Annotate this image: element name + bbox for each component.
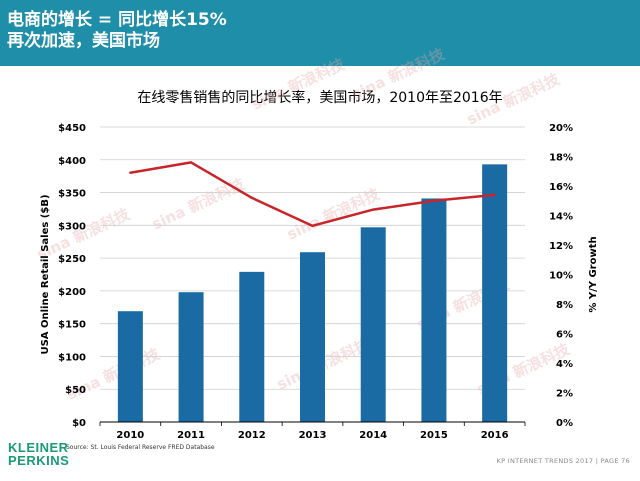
bar-2011 [178, 292, 204, 422]
chart-title: 在线零售销售的同比增长率，美国市场，2010年至2016年 [137, 90, 503, 106]
y-tick-label-4: $200 [58, 287, 86, 298]
y-tick-label-5: $250 [58, 254, 86, 265]
watermark-0: sina 新浪科技 [249, 55, 348, 114]
y-tick-label-3: $150 [58, 320, 86, 331]
axes [99, 421, 526, 426]
bar-2012 [239, 271, 265, 422]
slide-header: 电商的增长 = 同比增长15% 再次加速，美国市场 [0, 0, 640, 66]
slide-title-line2: 再次加速，美国市场 [7, 31, 160, 51]
y-axis-title: USA Online Retail Sales ($B) [40, 194, 51, 354]
y-tick-label-7: $350 [58, 189, 86, 200]
y2-tick-label-6: 12% [549, 241, 573, 252]
y-tick-label-8: $400 [58, 156, 86, 167]
y-tick-label-0: $0 [72, 418, 86, 429]
bar-2014 [360, 227, 386, 422]
y2-tick-label-4: 8% [556, 300, 573, 311]
y2-tick-label-1: 2% [556, 389, 573, 400]
growth-line [129, 161, 496, 228]
growth-point-2014 [372, 208, 375, 211]
bars [117, 164, 508, 422]
y-tick-label-2: $100 [58, 352, 86, 363]
slide-title-line1: 电商的增长 = 同比增长15% [7, 10, 227, 30]
y2-tick-label-7: 14% [549, 212, 573, 223]
source-note: Source: St. Louis Federal Reserve FRED D… [66, 444, 215, 451]
y2-tick-label-0: 0% [556, 418, 573, 429]
bar-2015 [421, 198, 447, 422]
growth-point-2013 [311, 224, 314, 228]
y-tick-label-6: $300 [58, 221, 86, 232]
growth-point-2011 [189, 161, 193, 164]
y2-tick-label-5: 10% [549, 271, 573, 282]
x-tick-label-2014: 2014 [359, 430, 387, 441]
y2-tick-label-2: 4% [556, 359, 573, 370]
logo-line1: KLEINER [8, 440, 69, 455]
bar-2016 [482, 164, 508, 422]
watermark-3: sina 新浪科技 [149, 175, 248, 234]
bar-2010 [117, 311, 143, 422]
y2-tick-label-10: 20% [549, 123, 573, 134]
x-tick-label-2015: 2015 [420, 430, 448, 441]
growth-point-2016 [493, 193, 496, 197]
kleiner-perkins-logo: KLEINER PERKINS [8, 441, 69, 467]
growth-point-2015 [432, 199, 436, 202]
growth-point-2010 [129, 171, 132, 174]
y2-axis-title: % Y/Y Growth [588, 236, 599, 312]
logo-line2: PERKINS [8, 453, 70, 468]
watermark-5: sina 新浪科技 [464, 70, 563, 129]
x-tick-label-2013: 2013 [299, 430, 327, 441]
y2-tick-label-3: 6% [556, 330, 573, 341]
x-tick-label-2012: 2012 [238, 430, 266, 441]
watermark-1: sina 新浪科技 [349, 45, 448, 104]
x-tick-label-2011: 2011 [177, 430, 205, 441]
y2-tick-label-9: 18% [549, 153, 573, 164]
growth-point-2012 [250, 196, 253, 199]
page-footer: KP INTERNET TRENDS 2017 | PAGE 76 [496, 457, 630, 465]
y-tick-label-1: $50 [65, 385, 86, 396]
x-tick-label-2010: 2010 [116, 430, 144, 441]
axis-labels: $0 $50 $100 $150 $200 $250 $300 $350 $400 $450 0% 2… [40, 123, 599, 441]
bar-2013 [300, 252, 325, 422]
x-tick-label-2016: 2016 [481, 430, 509, 441]
y2-tick-label-8: 16% [549, 182, 573, 193]
y-tick-label-9: $450 [58, 123, 86, 134]
